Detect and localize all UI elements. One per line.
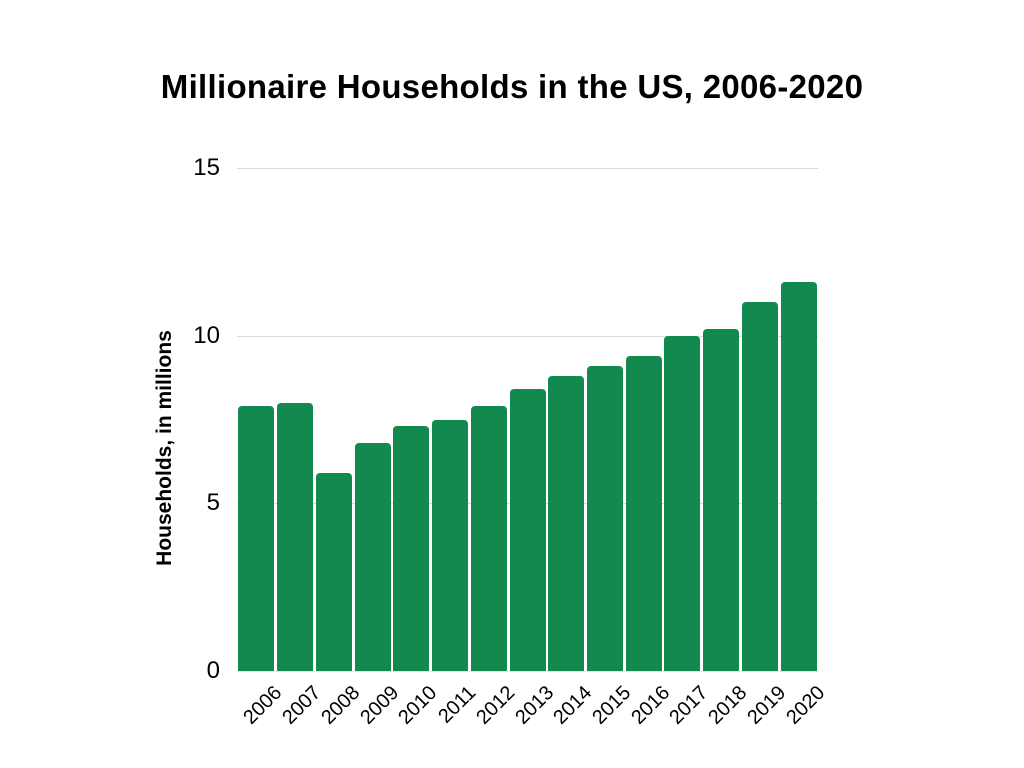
bar: [625, 355, 662, 671]
bar: [586, 365, 623, 671]
gridline: [237, 168, 818, 169]
bar: [548, 375, 585, 671]
bar: [432, 419, 469, 671]
plot-area: 0 5 10 15 2006 2007 2008 2009 2010 2011 2012 2013 20…: [193, 154, 829, 729]
bar: [741, 302, 778, 671]
y-tick-label: 5: [206, 489, 220, 517]
bar: [393, 426, 430, 671]
bar: [509, 389, 546, 671]
y-tick-label: 10: [193, 321, 220, 349]
bar: [470, 406, 507, 671]
bar: [780, 282, 817, 671]
bar: [238, 406, 275, 671]
y-tick-label: 0: [206, 657, 220, 684]
gridline: [237, 335, 818, 337]
bar: [703, 328, 740, 671]
bar: [277, 402, 314, 671]
bar: [354, 442, 391, 671]
bar: [315, 473, 352, 671]
bar: [664, 335, 701, 671]
gridline: [237, 671, 818, 672]
chart-title: Millionaire Households in the US, 2006-2…: [160, 68, 864, 105]
y-tick-label: 15: [193, 154, 220, 181]
